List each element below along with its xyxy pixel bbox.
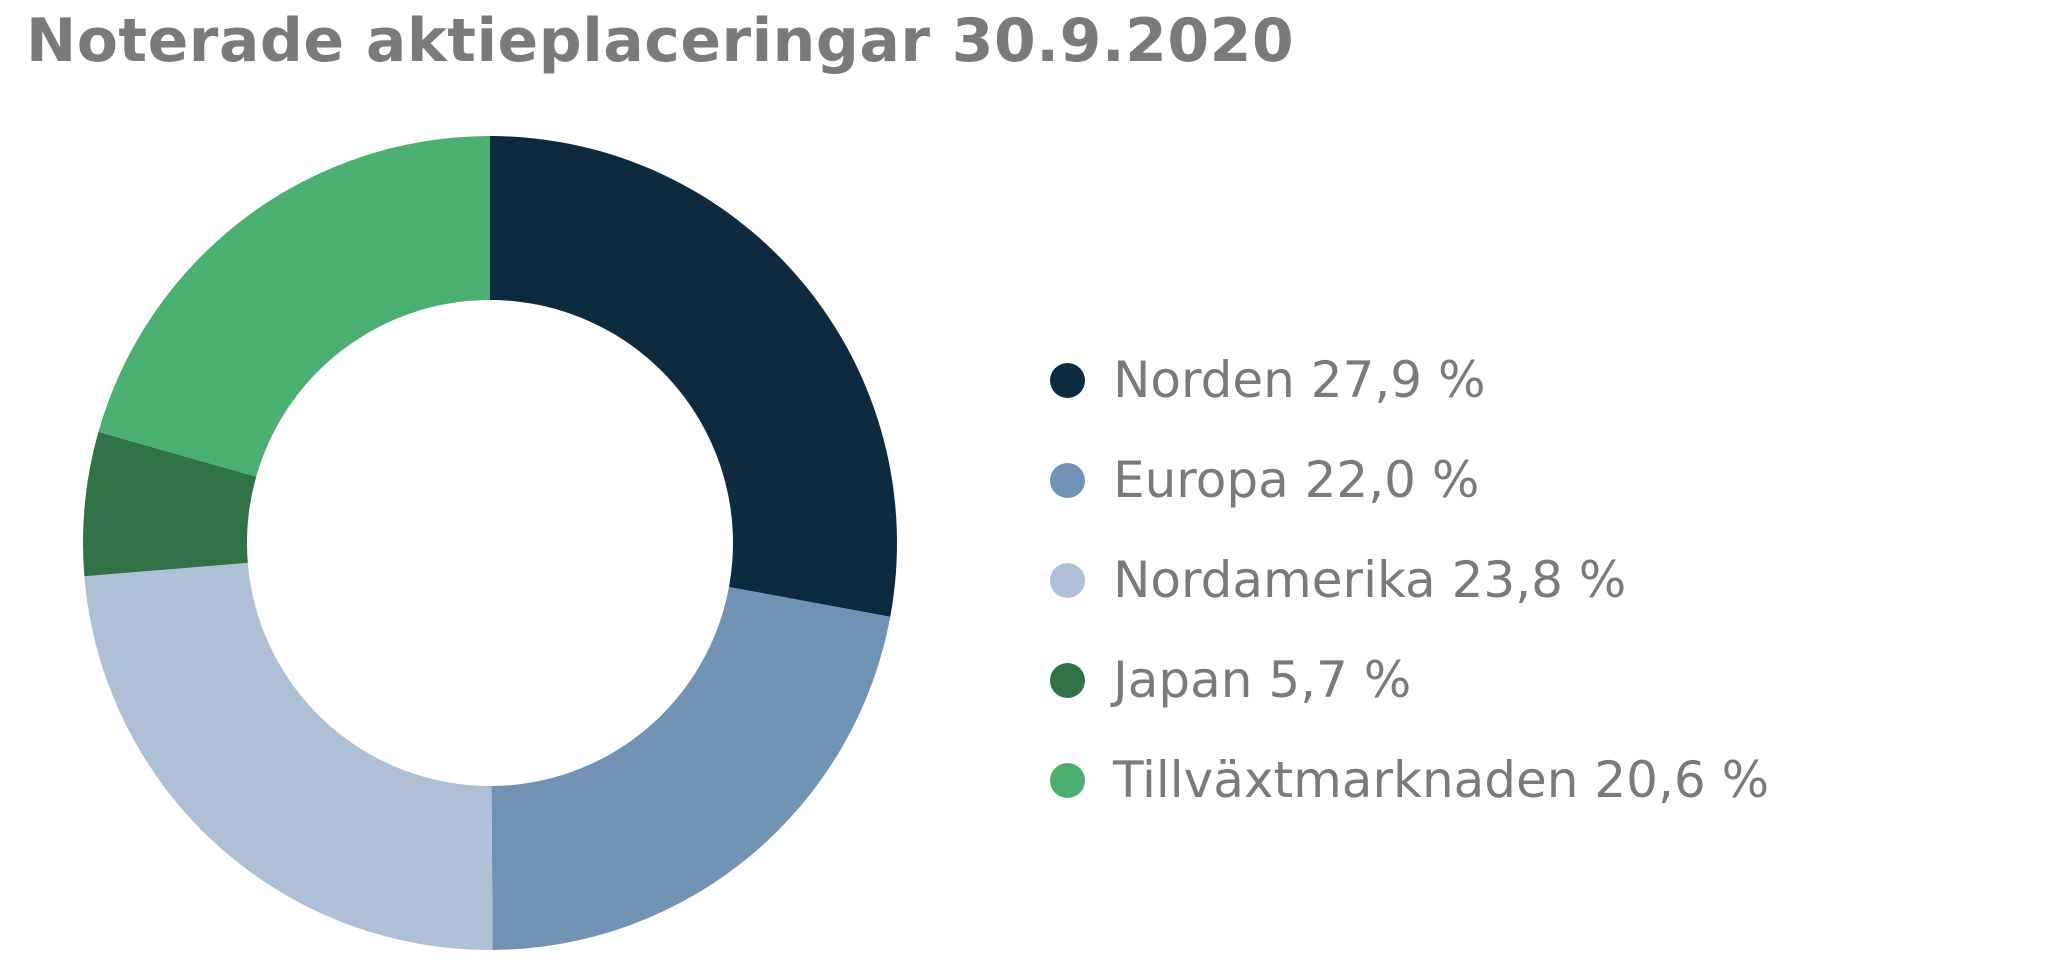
legend-swatch xyxy=(1050,562,1085,598)
legend-swatch xyxy=(1050,662,1085,698)
legend-item-nordamerika: Nordamerika 23,8 % xyxy=(1050,530,1769,630)
donut-slice-japan xyxy=(82,431,257,577)
chart-legend: Norden 27,9 % Europa 22,0 % Nordamerika 23… xyxy=(1050,330,1769,830)
legend-label: Nordamerika 23,8 % xyxy=(1113,551,1627,609)
legend-item-norden: Norden 27,9 % xyxy=(1050,330,1769,430)
legend-item-europa: Europa 22,0 % xyxy=(1050,430,1769,530)
donut-slice-nordamerika xyxy=(84,562,493,950)
legend-item-japan: Japan 5,7 % xyxy=(1050,630,1769,730)
donut-chart xyxy=(82,136,897,950)
legend-swatch xyxy=(1050,462,1085,498)
legend-label: Norden 27,9 % xyxy=(1113,351,1486,409)
legend-swatch xyxy=(1050,362,1085,398)
legend-item-tillväxtmarknaden: Tillväxtmarknaden 20,6 % xyxy=(1050,730,1769,830)
donut-slice-tillväxtmarknaden xyxy=(98,136,490,477)
donut-slice-norden xyxy=(490,136,897,617)
legend-label: Tillväxtmarknaden 20,6 % xyxy=(1113,751,1770,809)
legend-label: Europa 22,0 % xyxy=(1113,451,1480,509)
legend-label: Japan 5,7 % xyxy=(1113,651,1412,709)
legend-swatch xyxy=(1050,762,1085,798)
chart-title: Noterade aktieplaceringar 30.9.2020 xyxy=(26,6,1295,76)
donut-slice-europa xyxy=(491,587,891,950)
